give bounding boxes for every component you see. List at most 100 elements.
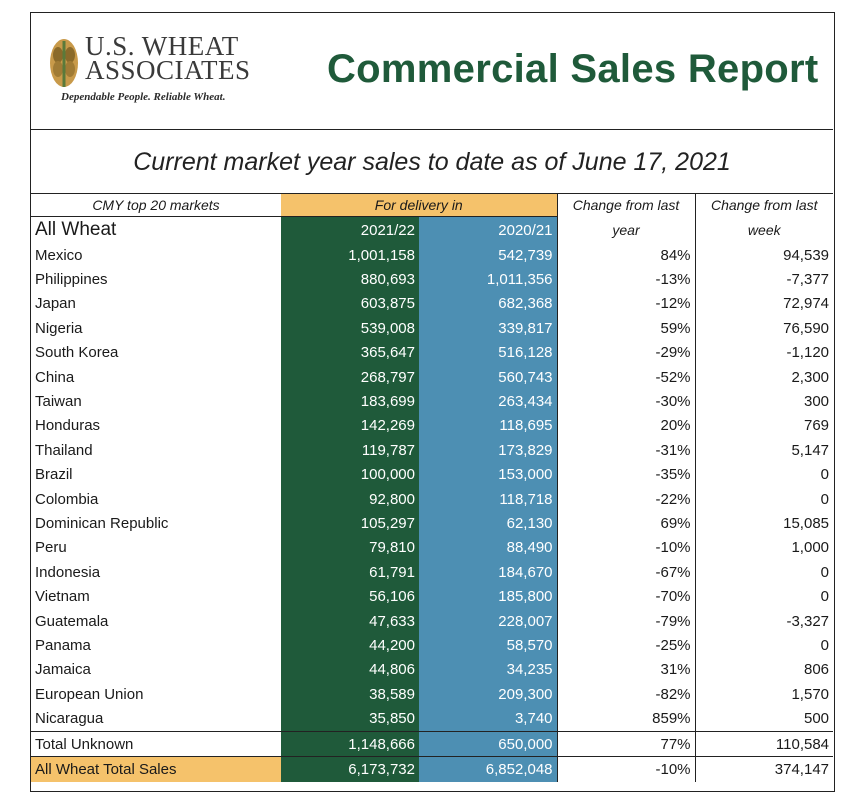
sales-2021-22-cell: 92,800 xyxy=(281,486,419,512)
change-week-cell: 2,300 xyxy=(694,364,834,390)
change-year-cell: 77% xyxy=(556,730,696,757)
sales-2020-21-cell: 3,740 xyxy=(419,706,558,732)
change-week-cell: 0 xyxy=(694,486,834,512)
sales-2021-22-cell: 100,000 xyxy=(281,462,419,487)
change-week-cell: 94,539 xyxy=(694,243,834,268)
sales-2021-22-cell: 142,269 xyxy=(281,413,419,439)
wheat-logo-icon xyxy=(50,39,78,87)
market-cell: Colombia xyxy=(35,490,99,508)
change-week-cell: 1,000 xyxy=(694,535,834,561)
market-cell: Dominican Republic xyxy=(35,514,169,532)
sales-2020-21-cell: 62,130 xyxy=(419,511,558,536)
table-row: Panama 44,200 58,570 -25% 0 xyxy=(31,633,834,658)
change-year-cell: 20% xyxy=(556,413,696,439)
change-year-cell: -12% xyxy=(556,291,696,317)
sales-2020-21-cell: 1,011,356 xyxy=(419,267,558,292)
table-row: Guatemala 47,633 228,007 -79% -3,327 xyxy=(31,608,834,634)
market-cell: Guatemala xyxy=(35,612,109,630)
change-week-cell: 0 xyxy=(694,560,834,585)
sales-2021-22-cell: 603,875 xyxy=(281,291,419,317)
sales-2021-22-cell: 44,806 xyxy=(281,657,419,683)
table-row: China 268,797 560,743 -52% 2,300 xyxy=(31,364,834,390)
market-cell: Philippines xyxy=(35,271,108,289)
table-row: Peru 79,810 88,490 -10% 1,000 xyxy=(31,535,834,561)
sales-2021-22-cell: 365,647 xyxy=(281,340,419,365)
change-week-cell: -1,120 xyxy=(694,340,834,365)
sales-2021-22-cell: 1,001,158 xyxy=(281,243,419,268)
market-cell: Japan xyxy=(35,295,76,313)
grand-total-row: All Wheat Total Sales 6,173,732 6,852,048-… xyxy=(31,756,834,782)
change-week-cell: 76,590 xyxy=(694,316,834,341)
sales-2021-22-cell: 44,200 xyxy=(281,633,419,658)
sales-2020-21-cell: 118,718 xyxy=(419,486,558,512)
change-year-cell: 59% xyxy=(556,316,696,341)
change-year-cell: -31% xyxy=(556,438,696,463)
change-week-cell: -7,377 xyxy=(694,267,834,292)
change-week-cell: 500 xyxy=(694,706,834,732)
change-week-cell: 0 xyxy=(694,633,834,658)
sales-2020-21-cell: 184,670 xyxy=(419,560,558,585)
sales-2020-21-cell: 339,817 xyxy=(419,316,558,341)
change-year-cell: -30% xyxy=(556,389,696,414)
change-year-cell: -67% xyxy=(556,560,696,585)
header-change-week-2: week xyxy=(694,216,834,243)
sales-2021-22-cell: 38,589 xyxy=(281,682,419,707)
market-cell: South Korea xyxy=(35,344,119,362)
sales-2021-22-cell: 539,008 xyxy=(281,316,419,341)
logo-line2: ASSOCIATES xyxy=(85,55,251,85)
change-year-cell: -82% xyxy=(556,682,696,707)
header-change-week-1: Change from last xyxy=(694,194,834,217)
logo-tagline: Dependable People. Reliable Wheat. xyxy=(61,91,226,103)
change-year-cell: -22% xyxy=(556,486,696,512)
sales-2021-22-cell: 880,693 xyxy=(281,267,419,292)
sales-2020-21-cell: 118,695 xyxy=(419,413,558,439)
report-subtitle: Current market year sales to date as of … xyxy=(31,131,833,194)
sales-2021-22-cell: 1,148,666 xyxy=(281,730,419,757)
change-year-cell: -70% xyxy=(556,584,696,609)
change-week-cell: 72,974 xyxy=(694,291,834,317)
change-week-cell: 769 xyxy=(694,413,834,439)
change-year-cell: -29% xyxy=(556,340,696,365)
table-row: Honduras 142,269 118,695 20% 769 xyxy=(31,413,834,439)
market-cell: Mexico xyxy=(35,246,83,264)
change-year-cell: 84% xyxy=(556,243,696,268)
sales-2021-22-cell: 268,797 xyxy=(281,364,419,390)
table-row: Nicaragua 35,850 3,740 859% 500 xyxy=(31,706,834,732)
market-cell: Peru xyxy=(35,539,67,557)
change-year-cell: 859% xyxy=(556,706,696,732)
report-frame: U.S. WHEAT ASSOCIATES Dependable People.… xyxy=(30,12,835,792)
sales-2021-22-cell: 56,106 xyxy=(281,584,419,609)
market-cell: Vietnam xyxy=(35,588,90,606)
table-row: Taiwan 183,699 263,434 -30% 300 xyxy=(31,389,834,414)
change-week-cell: 110,584 xyxy=(694,730,834,757)
market-cell: Honduras xyxy=(35,417,101,435)
sales-2020-21-cell: 153,000 xyxy=(419,462,558,487)
total-unknown-row: Total Unknown 1,148,666 650,000 77% 110,584 xyxy=(31,730,834,757)
change-week-cell: -3,327 xyxy=(694,608,834,634)
change-week-cell: 5,147 xyxy=(694,438,834,463)
change-year-cell: -25% xyxy=(556,633,696,658)
header-delivery: For delivery in xyxy=(281,194,558,217)
header-row-1: CMY top 20 markets For delivery in Chang… xyxy=(31,194,834,217)
header-col-2021-22: 2021/22 xyxy=(281,216,419,243)
sales-2021-22-cell: 61,791 xyxy=(281,560,419,585)
report-title: Commercial Sales Report xyxy=(327,47,819,91)
sales-2020-21-cell: 682,368 xyxy=(419,291,558,317)
sales-2020-21-cell: 88,490 xyxy=(419,535,558,561)
table-row: Dominican Republic 105,297 62,130 69% 15,085 xyxy=(31,511,834,536)
market-cell: Brazil xyxy=(35,466,73,484)
change-year-cell: -10% xyxy=(556,756,696,782)
market-cell: European Union xyxy=(35,685,144,703)
market-cell: All Wheat Total Sales xyxy=(31,756,281,782)
sales-2021-22-cell: 79,810 xyxy=(281,535,419,561)
sales-2020-21-cell: 173,829 xyxy=(419,438,558,463)
sales-table-body: CMY top 20 markets For delivery in Chang… xyxy=(31,194,834,782)
report-header: U.S. WHEAT ASSOCIATES Dependable People.… xyxy=(31,13,833,130)
market-cell: Thailand xyxy=(35,441,93,459)
header-markets: CMY top 20 markets xyxy=(92,197,220,213)
table-row: Vietnam 56,106 185,800 -70% 0 xyxy=(31,584,834,609)
sales-2021-22-cell: 183,699 xyxy=(281,389,419,414)
market-cell: Indonesia xyxy=(35,563,101,581)
table-row: Japan 603,875 682,368 -12% 72,974 xyxy=(31,291,834,317)
sales-2021-22-cell: 47,633 xyxy=(281,608,419,634)
